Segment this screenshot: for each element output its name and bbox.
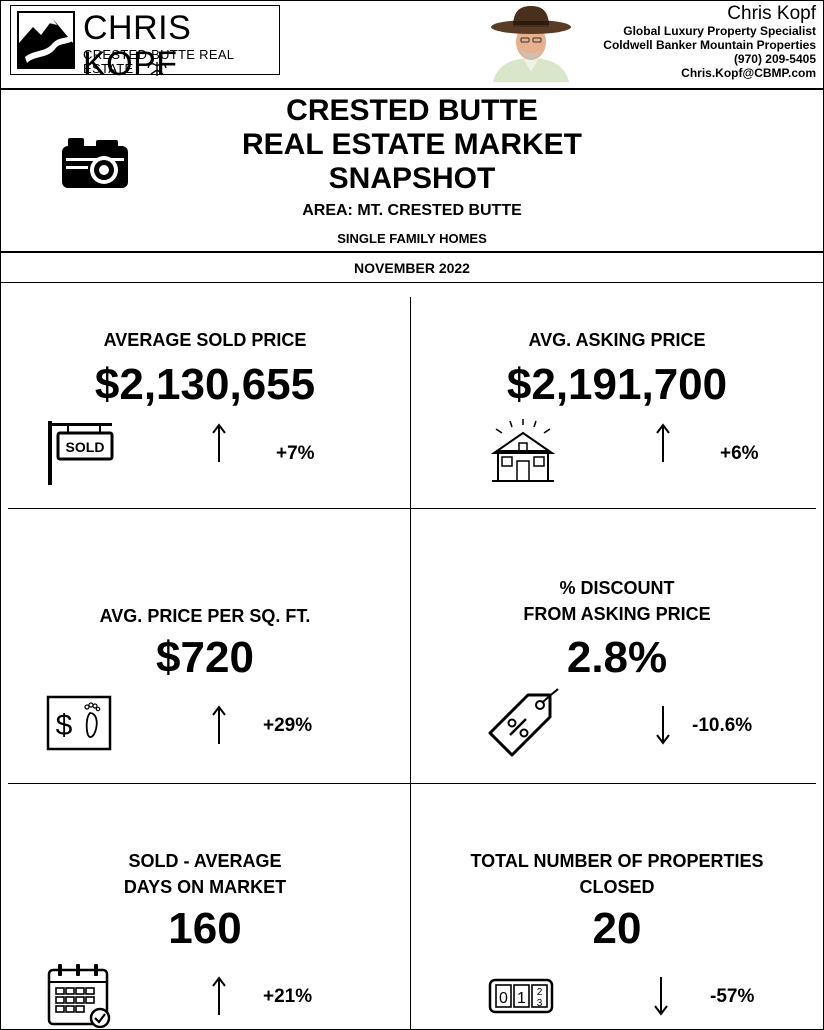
title-line-1: CRESTED BUTTE <box>286 94 538 127</box>
grid-divider-vertical <box>410 297 411 1030</box>
metric-change: +6% <box>720 443 759 464</box>
metric-value: 2.8% <box>566 633 668 682</box>
metric-change: +29% <box>263 715 313 736</box>
agent-name: Chris Kopf <box>727 3 816 24</box>
grid-divider-row-1 <box>8 508 816 509</box>
agent-company: Coldwell Banker Mountain Properties <box>603 38 816 52</box>
sold-sign-icon: SOLD <box>48 421 114 485</box>
arrow-down-icon <box>656 706 670 745</box>
metric-label: AVG. PRICE PER SQ. FT. <box>99 606 311 626</box>
mountain-logo-icon <box>17 11 75 69</box>
title-area: CRESTED BUTTE REAL ESTATE MARKET SNAPSHO… <box>0 90 824 253</box>
fly-icon <box>147 62 167 76</box>
camera-icon <box>62 138 128 188</box>
arrow-down-icon <box>654 977 668 1016</box>
counter-icon: 0 1 2 3 <box>488 978 554 1014</box>
metric-label-line-1: SOLD - AVERAGE <box>128 851 282 871</box>
arrow-up-icon <box>212 423 226 462</box>
metric-change: +7% <box>276 443 315 464</box>
svg-text:2: 2 <box>537 987 543 998</box>
metric-label-line-2: CLOSED <box>579 877 655 897</box>
metric-label-line-2: DAYS ON MARKET <box>123 877 287 897</box>
svg-text:0: 0 <box>499 990 508 1007</box>
metric-avg-sold-price: AVERAGE SOLD PRICE $2,130,655 SOLD +7% <box>0 283 410 508</box>
metric-change: +21% <box>263 986 313 1007</box>
metric-label: TOTAL NUMBER OF PROPERTIES CLOSED <box>412 848 822 900</box>
metric-change: -57% <box>710 986 755 1007</box>
metric-properties-closed: TOTAL NUMBER OF PROPERTIES CLOSED 20 0 1… <box>412 784 822 1030</box>
metric-value: 20 <box>592 904 642 953</box>
header: CHRIS KOPF CRESTED BUTTE REAL ESTATE Chr… <box>0 0 824 90</box>
svg-text:3: 3 <box>537 998 543 1009</box>
svg-text:$: $ <box>56 709 73 742</box>
metric-discount: % DISCOUNT FROM ASKING PRICE 2.8% -10.6% <box>412 509 822 783</box>
metric-label-line-1: % DISCOUNT <box>559 578 675 598</box>
agent-phone[interactable]: (970) 209-5405 <box>733 52 816 66</box>
metric-change: -10.6% <box>692 715 753 736</box>
report-month: NOVEMBER 2022 <box>0 253 824 283</box>
house-icon <box>490 419 556 482</box>
metric-label: % DISCOUNT FROM ASKING PRICE <box>412 575 822 627</box>
page-title: CRESTED BUTTE REAL ESTATE MARKET SNAPSHO… <box>0 94 824 196</box>
metric-label-line-1: TOTAL NUMBER OF PROPERTIES <box>470 851 764 871</box>
svg-text:SOLD: SOLD <box>66 439 105 455</box>
arrow-up-icon <box>212 976 226 1015</box>
agent-contact: Chris Kopf Global Luxury Property Specia… <box>603 3 816 81</box>
arrow-up-icon <box>212 705 226 744</box>
metric-value: $720 <box>156 633 254 682</box>
grid-divider-row-2 <box>8 783 816 784</box>
agent-email[interactable]: Chris.Kopf@CBMP.com <box>681 66 816 80</box>
metric-avg-asking-price: AVG. ASKING PRICE $2,191,700 +6% <box>412 283 822 508</box>
logo-subtitle: CRESTED BUTTE REAL ESTATE <box>83 47 234 76</box>
metric-value: 160 <box>168 904 242 953</box>
area-label: AREA: MT. CRESTED BUTTE <box>302 202 522 219</box>
metric-label: SOLD - AVERAGE DAYS ON MARKET <box>0 848 410 900</box>
metric-label: AVERAGE SOLD PRICE <box>103 330 307 350</box>
logo-name: CHRIS KOPF <box>83 9 192 83</box>
arrow-up-icon <box>656 423 670 462</box>
metric-price-per-sqft: AVG. PRICE PER SQ. FT. $720 $ +29% <box>0 509 410 783</box>
calendar-icon <box>47 964 111 1028</box>
metric-value: $2,130,655 <box>94 360 316 409</box>
metric-label: AVG. ASKING PRICE <box>528 330 706 350</box>
agent-title: Global Luxury Property Specialist <box>623 24 816 38</box>
dollar-footprint-icon: $ <box>46 695 112 751</box>
metric-days-on-market: SOLD - AVERAGE DAYS ON MARKET 160 +21% <box>0 784 410 1030</box>
percent-tag-icon <box>488 688 559 757</box>
svg-text:1: 1 <box>517 990 526 1007</box>
property-type-label: SINGLE FAMILY HOMES <box>337 231 487 246</box>
title-line-3: SNAPSHOT <box>328 162 496 195</box>
agent-photo <box>483 2 579 82</box>
metric-value: $2,191,700 <box>506 360 728 409</box>
brand-logo: CHRIS KOPF CRESTED BUTTE REAL ESTATE <box>10 5 280 82</box>
metric-label-line-2: FROM ASKING PRICE <box>523 604 711 624</box>
title-line-2: REAL ESTATE MARKET <box>241 128 582 161</box>
